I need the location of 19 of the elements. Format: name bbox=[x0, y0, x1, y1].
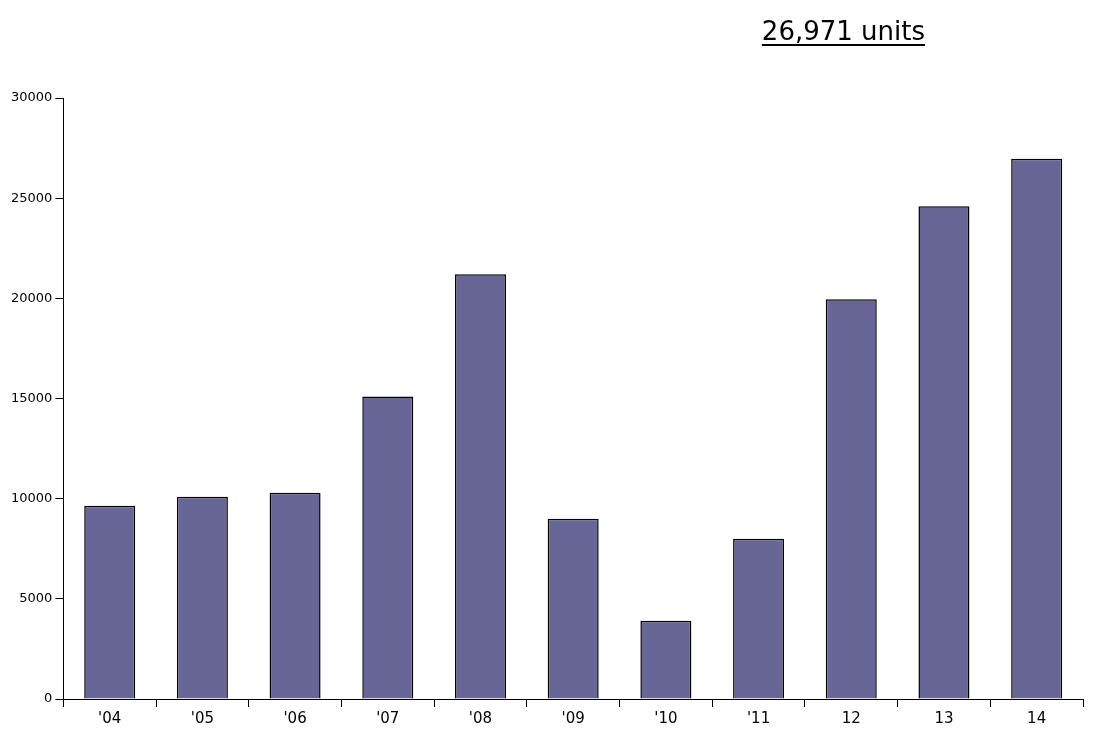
y-tick-label: 25000 bbox=[11, 189, 53, 205]
y-tick-label: 10000 bbox=[11, 490, 53, 506]
y-tick-label: 20000 bbox=[11, 289, 53, 305]
x-tick-label: 14 bbox=[1027, 708, 1047, 727]
x-tick-label: 12 bbox=[841, 708, 861, 727]
text: 26,971 units bbox=[761, 16, 926, 46]
x-tick-label: '08 bbox=[468, 708, 493, 727]
y-tick-label: 0 bbox=[44, 690, 53, 706]
x-tick-label: '04 bbox=[98, 708, 122, 727]
x-tick-label: '10 bbox=[654, 708, 678, 727]
x-tick-label: '07 bbox=[376, 708, 400, 727]
y-tick-label: 5000 bbox=[19, 590, 53, 606]
x-tick-label: '09 bbox=[561, 708, 585, 727]
x-tick-label: '05 bbox=[190, 708, 215, 727]
x-tick-label: '06 bbox=[283, 708, 307, 727]
y-tick-label: 15000 bbox=[11, 389, 53, 405]
y-tick-label: 30000 bbox=[11, 89, 53, 105]
x-tick-label: '11 bbox=[746, 708, 771, 727]
x-tick-label: 13 bbox=[934, 708, 954, 727]
